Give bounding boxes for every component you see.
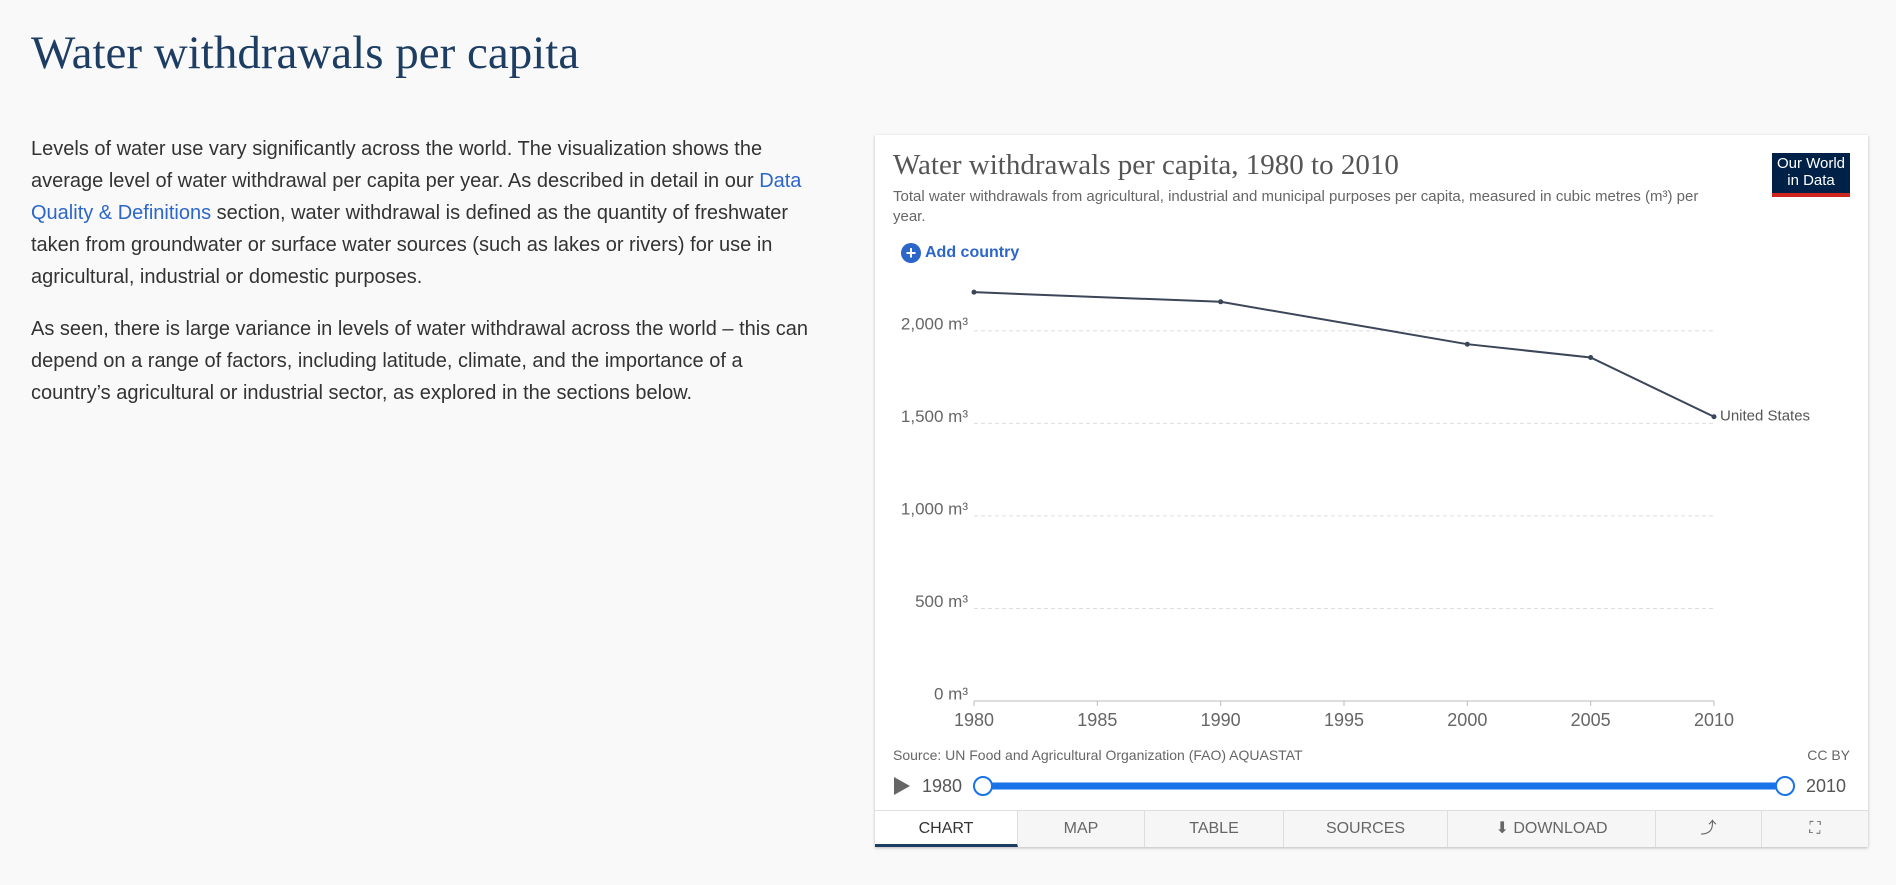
x-tick-label: 1995	[1324, 710, 1364, 730]
x-tick-label: 2010	[1694, 710, 1734, 730]
download-icon: ⬇	[1495, 820, 1514, 837]
y-tick-label: 500 m³	[915, 592, 968, 611]
x-tick-label: 1980	[954, 710, 994, 730]
chart-title: Water withdrawals per capita, 1980 to 20…	[893, 149, 1399, 181]
y-tick-label: 1,000 m³	[901, 499, 968, 518]
point	[1218, 299, 1224, 305]
timeline-start: 1980	[922, 776, 962, 796]
chart: 0 m³ 500 m³ 1,000 m³ 1,500 m³ 2,000 m³ 1980 19…	[894, 289, 1846, 796]
tab[interactable]: MAP	[1018, 811, 1145, 847]
x-tick-label: 1990	[1201, 710, 1241, 730]
paragraph: As seen, there is large variance in leve…	[31, 318, 809, 404]
play-button	[894, 777, 910, 795]
timeline-handle	[973, 776, 993, 796]
x-tick-label: 1985	[1077, 710, 1117, 730]
tab-bar: CHART MAP TABLE SOURCES ⬇ DOWNLOAD ⤴ ⛶	[875, 810, 1868, 848]
label: DOWNLOAD	[1513, 820, 1608, 837]
logo-line: in Data	[1787, 172, 1835, 189]
text: section, water withdrawal is defined as …	[31, 202, 789, 288]
license[interactable]: CC BY	[1807, 747, 1850, 763]
y-tick-label: 2,000 m³	[901, 314, 968, 333]
tab[interactable]: ⬇ DOWNLOAD	[1448, 811, 1656, 847]
tab[interactable]: SOURCES	[1284, 811, 1448, 847]
x-tick-label: 2000	[1447, 710, 1487, 730]
logo-line: Our World	[1776, 155, 1846, 172]
y-tick-label: 1,500 m³	[901, 407, 968, 426]
logo[interactable]: Our World in Data	[1772, 153, 1850, 197]
point	[1711, 414, 1717, 420]
tab[interactable]: CHART	[875, 811, 1018, 847]
series-label: United States	[1720, 408, 1810, 425]
plus-icon: +	[901, 243, 921, 263]
timeline-end: 2010	[1806, 776, 1846, 796]
page-heading: Water withdrawals per capita	[31, 27, 580, 79]
point	[1464, 341, 1470, 347]
chart-subtitle: Total water withdrawals from agricultura…	[893, 188, 1699, 225]
x-tick-label: 2005	[1571, 710, 1611, 730]
line	[973, 291, 1715, 418]
point	[1588, 355, 1594, 361]
y-tick-label: 0 m³	[934, 684, 968, 703]
timeline-handle	[1775, 776, 1795, 796]
text: Levels of water use vary significantly a…	[31, 138, 763, 192]
source: Source: UN Food and Agricultural Organiz…	[893, 747, 1303, 763]
share-tab[interactable]: ⤴	[1656, 811, 1762, 847]
tab[interactable]: TABLE	[1145, 811, 1284, 847]
add-country-button[interactable]: + Add country	[901, 243, 1019, 263]
label: Add country	[925, 244, 1020, 261]
point	[971, 289, 977, 295]
paragraph: Levels of water use vary significantly a…	[31, 133, 821, 293]
chart-card: 0 m³ 500 m³ 1,000 m³ 1,500 m³ 2,000 m³ 1980 19…	[875, 135, 1868, 847]
link[interactable]: Data Quality & Definitions	[31, 170, 802, 224]
fullscreen-tab[interactable]: ⛶	[1762, 811, 1868, 847]
